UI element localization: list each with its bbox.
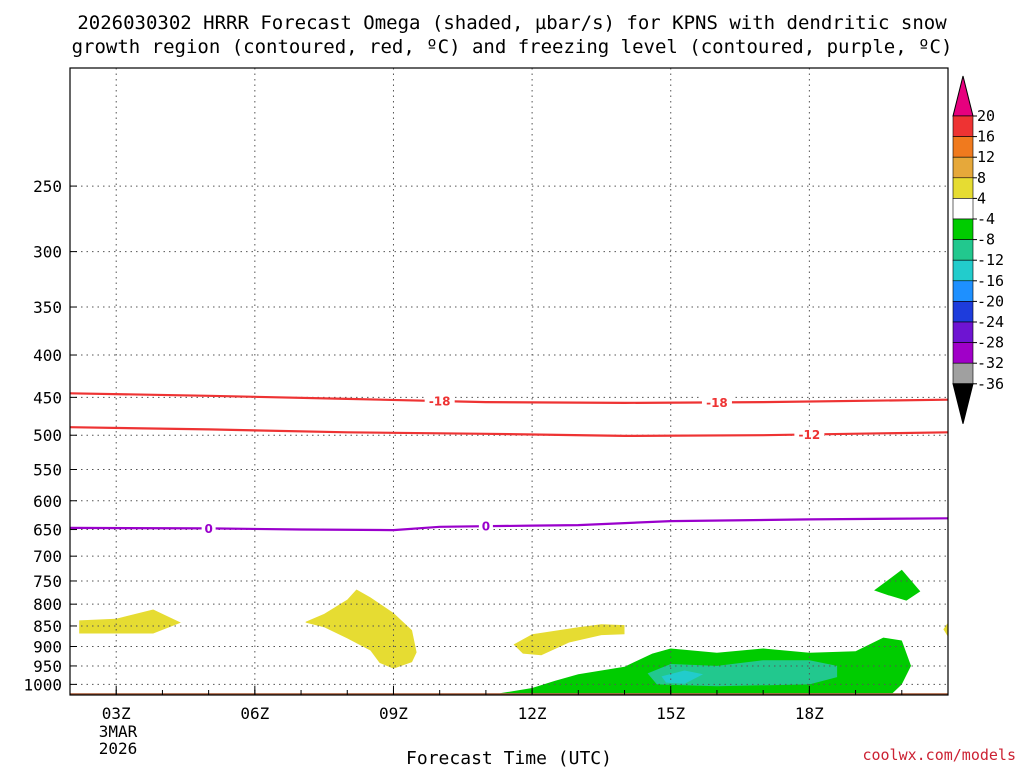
y-tick-label-600: 600 — [33, 492, 62, 511]
colorbar-label-6: -4 — [977, 210, 995, 228]
colorbar-swatch-14 — [952, 362, 974, 385]
omega-region-7 — [647, 660, 838, 687]
y-tick-label-250: 250 — [33, 177, 62, 196]
omega-region-1 — [79, 609, 181, 634]
x-tick-label-09Z: 09Z — [379, 704, 408, 723]
contour-label-3-2: 0 — [482, 520, 490, 534]
y-tick-label-750: 750 — [33, 572, 62, 591]
contour-label-bg-3-2 — [478, 518, 493, 535]
x-tick-label-15Z: 15Z — [656, 704, 685, 723]
x-tick-label-12Z: 12Z — [518, 704, 547, 723]
y-tick-label-850: 850 — [33, 617, 62, 636]
y-axis: 250 300 350 400 450 500 550 600 650 700 750 800 850 9… — [23, 177, 77, 694]
colorbar-swatch-10 — [952, 280, 974, 302]
credit-label: coolwx.com/models — [862, 746, 1016, 764]
colorbar-swatch-12 — [952, 321, 974, 343]
colorbar-label-1: 20 — [977, 107, 995, 125]
x-tick-label-03Z: 03Z — [102, 704, 131, 723]
colorbar-label-3: 12 — [977, 148, 995, 166]
colorbar-swatch-13 — [952, 342, 974, 364]
colorbar-swatch-6 — [952, 198, 974, 220]
colorbar-swatch-7 — [952, 218, 974, 240]
colorbar-swatch-1 — [952, 75, 974, 117]
colorbar-swatch-5 — [952, 177, 974, 199]
colorbar-swatch-4 — [952, 156, 974, 179]
colorbar-label-7: -8 — [977, 231, 995, 249]
colorbar: 20 16 12 8 4 -4 -8 -12 -16 -20 -24 -28 -32 -36 — [952, 75, 1004, 424]
contour-label-3-1: 0 — [204, 522, 212, 536]
colorbar-swatch-9 — [952, 259, 974, 282]
chart-title-line-1: 2026030302 HRRR Forecast Omega (shaded, … — [77, 12, 947, 34]
contour-label-2-1: -12 — [799, 428, 821, 442]
y-tick-label-550: 550 — [33, 460, 62, 479]
omega-region-2 — [305, 589, 417, 669]
omega-region-4 — [943, 622, 948, 637]
y-tick-label-1000: 1000 — [23, 675, 62, 694]
colorbar-swatch-11 — [952, 301, 974, 323]
chart-title-line-2: growth region (contoured, red, ºC) and f… — [72, 36, 953, 58]
colorbar-swatch-15 — [952, 383, 974, 424]
colorbar-label-4: 8 — [977, 169, 986, 187]
contour-line-2 — [69, 426, 949, 438]
contour-label-bg-2-1 — [794, 426, 825, 443]
colorbar-label-14: -36 — [977, 375, 1004, 393]
contour-label-bg-1-2 — [701, 394, 732, 411]
contour-label-1-2: -18 — [706, 396, 728, 410]
omega-region-8 — [661, 670, 704, 684]
colorbar-label-9: -16 — [977, 272, 1004, 290]
y-tick-label-400: 400 — [33, 346, 62, 365]
contour-label-bg-3-1 — [201, 520, 216, 537]
plot-frame — [69, 67, 949, 696]
x-tick-label-18Z: 18Z — [795, 704, 824, 723]
x-axis: 03Z 06Z 09Z 12Z 15Z 18Z — [69, 686, 949, 723]
colorbar-label-13: -32 — [977, 354, 1004, 372]
y-tick-label-900: 900 — [33, 638, 62, 657]
colorbar-swatch-8 — [952, 239, 974, 261]
colorbar-swatch-2 — [952, 115, 974, 137]
contour-label-1-1: -18 — [429, 395, 451, 409]
grid-layer — [70, 68, 948, 695]
y-tick-label-950: 950 — [33, 657, 62, 676]
contour-line-1 — [69, 392, 949, 405]
y-tick-label-350: 350 — [33, 298, 62, 317]
omega-region-6 — [874, 569, 921, 601]
y-tick-label-800: 800 — [33, 595, 62, 614]
y-tick-label-500: 500 — [33, 426, 62, 445]
contour-label-bg-1-1 — [424, 393, 455, 410]
colorbar-label-2: 16 — [977, 128, 995, 146]
date-label-day: 3MAR — [99, 722, 138, 741]
colorbar-swatch-3 — [952, 136, 974, 158]
omega-shading-layer — [79, 569, 948, 694]
y-tick-label-450: 450 — [33, 388, 62, 407]
date-label-year: 2026 — [99, 739, 138, 758]
ground-surface — [70, 693, 948, 695]
colorbar-label-12: -28 — [977, 334, 1004, 352]
contour-layer: -18 -18 -12 0 0 — [69, 392, 949, 537]
y-tick-label-300: 300 — [33, 243, 62, 262]
colorbar-label-11: -24 — [977, 313, 1004, 331]
x-tick-label-06Z: 06Z — [240, 704, 269, 723]
colorbar-label-8: -12 — [977, 251, 1004, 269]
omega-region-3 — [513, 624, 625, 656]
y-tick-label-700: 700 — [33, 547, 62, 566]
colorbar-label-5: 4 — [977, 189, 986, 207]
y-tick-label-650: 650 — [33, 521, 62, 540]
colorbar-label-10: -20 — [977, 292, 1004, 310]
x-axis-title: Forecast Time (UTC) — [406, 748, 612, 768]
